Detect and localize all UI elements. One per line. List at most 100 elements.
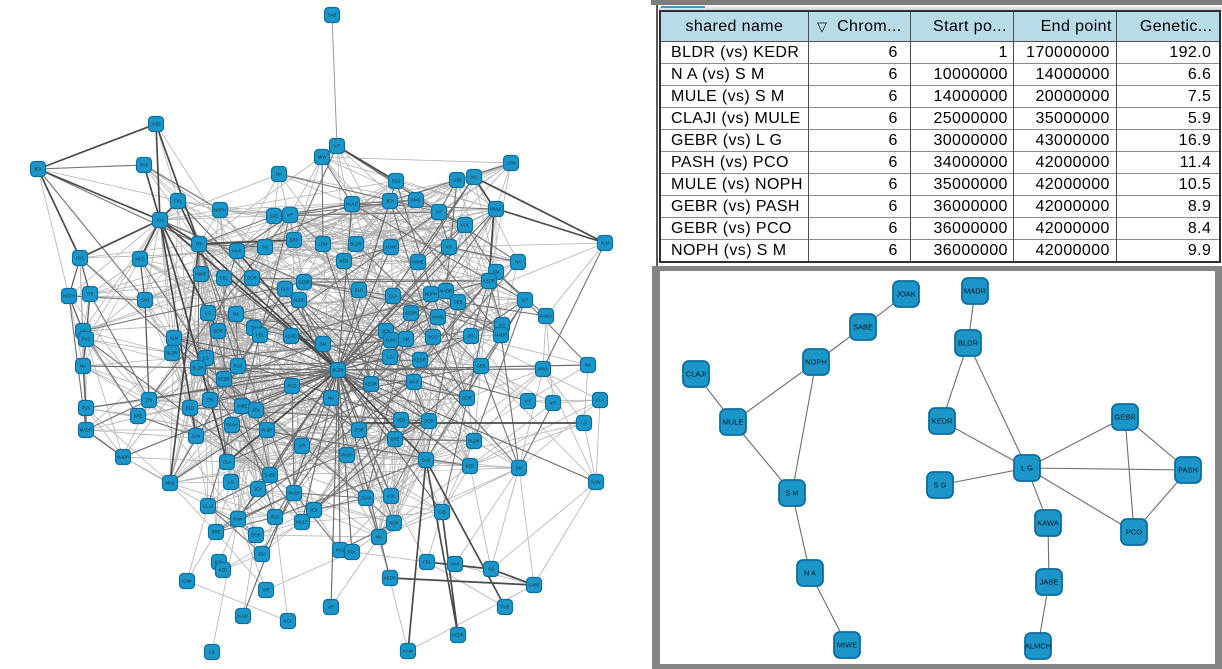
svg-text:NOPH: NOPH [214, 208, 226, 213]
svg-text:MIWE: MIWE [195, 272, 207, 277]
svg-text:MULE: MULE [723, 418, 744, 427]
svg-text:SG: SG [488, 567, 494, 572]
svg-text:VIT: VIT [287, 213, 294, 218]
svg-text:PASH: PASH [341, 453, 352, 458]
svg-text:SAB: SAB [270, 214, 279, 219]
svg-text:PASH: PASH [226, 423, 237, 428]
svg-text:KEDR: KEDR [932, 417, 953, 426]
svg-text:LG: LG [209, 650, 215, 655]
svg-text:MADR: MADR [80, 428, 92, 433]
svg-text:PUS: PUS [234, 364, 243, 369]
svg-text:L G: L G [1021, 464, 1033, 473]
svg-text:TRI: TRI [87, 292, 94, 297]
svg-text:BLDR: BLDR [958, 339, 979, 348]
svg-text:JEX: JEX [34, 167, 42, 172]
svg-text:ALMCH: ALMCH [1025, 642, 1051, 651]
svg-text:JOA: JOA [156, 218, 164, 223]
svg-text:LG: LG [228, 480, 234, 485]
svg-text:NOPH: NOPH [805, 358, 827, 367]
svg-text:GEBR: GEBR [298, 280, 310, 285]
svg-text:SAB: SAB [422, 458, 431, 463]
svg-text:SM: SM [320, 342, 327, 347]
svg-text:MIWE: MIWE [837, 641, 857, 650]
svg-text:VIT: VIT [525, 399, 532, 404]
svg-text:SABE: SABE [853, 323, 873, 332]
svg-text:BLDR: BLDR [468, 439, 479, 444]
svg-text:BLD: BLD [186, 406, 194, 411]
svg-text:JEX: JEX [254, 487, 262, 492]
svg-text:KAWA: KAWA [1037, 519, 1059, 528]
svg-text:JEX: JEX [467, 334, 475, 339]
svg-text:CLA: CLA [596, 398, 604, 403]
svg-text:KAWA: KAWA [540, 314, 552, 319]
svg-text:JEX: JEX [252, 408, 260, 413]
svg-text:FEL: FEL [174, 199, 182, 204]
svg-text:MADR: MADR [440, 289, 452, 294]
svg-text:SABE: SABE [528, 583, 539, 588]
svg-text:MULE: MULE [490, 207, 502, 212]
svg-text:PCO: PCO [270, 515, 280, 520]
svg-text:DOR: DOR [424, 419, 433, 424]
svg-text:BLDR: BLDR [166, 351, 177, 356]
svg-text:NA: NA [276, 172, 282, 177]
svg-text:KEDR: KEDR [452, 633, 464, 638]
svg-text:PAS: PAS [336, 548, 344, 553]
svg-text:MULE: MULE [296, 520, 308, 525]
svg-text:KED: KED [219, 568, 228, 573]
svg-text:N A: N A [804, 569, 816, 578]
svg-text:MADR: MADR [117, 455, 129, 460]
svg-text:NOPH: NOPH [425, 292, 437, 297]
svg-text:JABE: JABE [151, 122, 162, 127]
svg-text:LG: LG [581, 421, 587, 426]
svg-text:NA: NA [515, 260, 521, 265]
svg-text:MAR: MAR [409, 380, 418, 385]
svg-text:NA: NA [376, 535, 382, 540]
svg-text:PUS: PUS [82, 337, 91, 342]
svg-text:CLA: CLA [281, 287, 289, 292]
svg-text:DOR: DOR [462, 396, 471, 401]
svg-text:CLAJ: CLAJ [203, 504, 213, 509]
svg-text:JOA: JOA [258, 552, 266, 557]
svg-text:PCO: PCO [1126, 528, 1142, 537]
svg-text:BRE: BRE [391, 437, 400, 442]
svg-text:DOR: DOR [251, 533, 260, 538]
svg-text:TRI: TRI [207, 398, 214, 403]
svg-text:CLA: CLA [223, 460, 231, 465]
svg-text:VIT: VIT [550, 401, 557, 406]
svg-text:VIT: VIT [499, 323, 506, 328]
svg-text:JAB: JAB [438, 510, 446, 515]
svg-text:JABE: JABE [237, 404, 248, 409]
svg-text:ALMC: ALMC [293, 298, 305, 303]
svg-text:VIT: VIT [522, 298, 529, 303]
svg-text:MAR: MAR [232, 249, 241, 254]
svg-text:MIW: MIW [318, 155, 327, 160]
svg-text:MULE: MULE [346, 202, 358, 207]
svg-text:KED: KED [397, 418, 406, 423]
svg-text:KEDR: KEDR [483, 279, 495, 284]
svg-text:SM: SM [493, 270, 500, 275]
svg-text:DOR: DOR [247, 276, 256, 281]
svg-text:KAW: KAW [591, 480, 600, 485]
svg-text:KOL: KOL [387, 494, 396, 499]
svg-text:PASH: PASH [1178, 466, 1198, 475]
svg-text:BLD: BLD [355, 288, 363, 293]
svg-text:GEB: GEB [454, 300, 463, 305]
svg-text:NOPH: NOPH [63, 294, 75, 299]
svg-text:NA: NA [585, 363, 591, 368]
svg-text:ALM: ALM [601, 241, 610, 246]
svg-text:VIT: VIT [436, 210, 443, 215]
svg-text:MAR: MAR [450, 562, 459, 567]
svg-text:KOL: KOL [461, 223, 470, 228]
svg-text:CLA: CLA [389, 294, 397, 299]
svg-text:JOAK: JOAK [896, 290, 916, 299]
svg-text:SM: SM [516, 466, 523, 471]
svg-text:DOR: DOR [354, 428, 363, 433]
svg-text:BRE: BRE [212, 530, 221, 535]
svg-text:SAB: SAB [328, 13, 337, 18]
svg-text:LOM: LOM [318, 242, 328, 247]
svg-text:BLDR: BLDR [350, 242, 361, 247]
svg-text:ALMC: ALMC [385, 338, 397, 343]
svg-text:KAW: KAW [238, 614, 247, 619]
svg-text:ALM: ALM [170, 336, 179, 341]
svg-text:BRE: BRE [290, 238, 299, 243]
